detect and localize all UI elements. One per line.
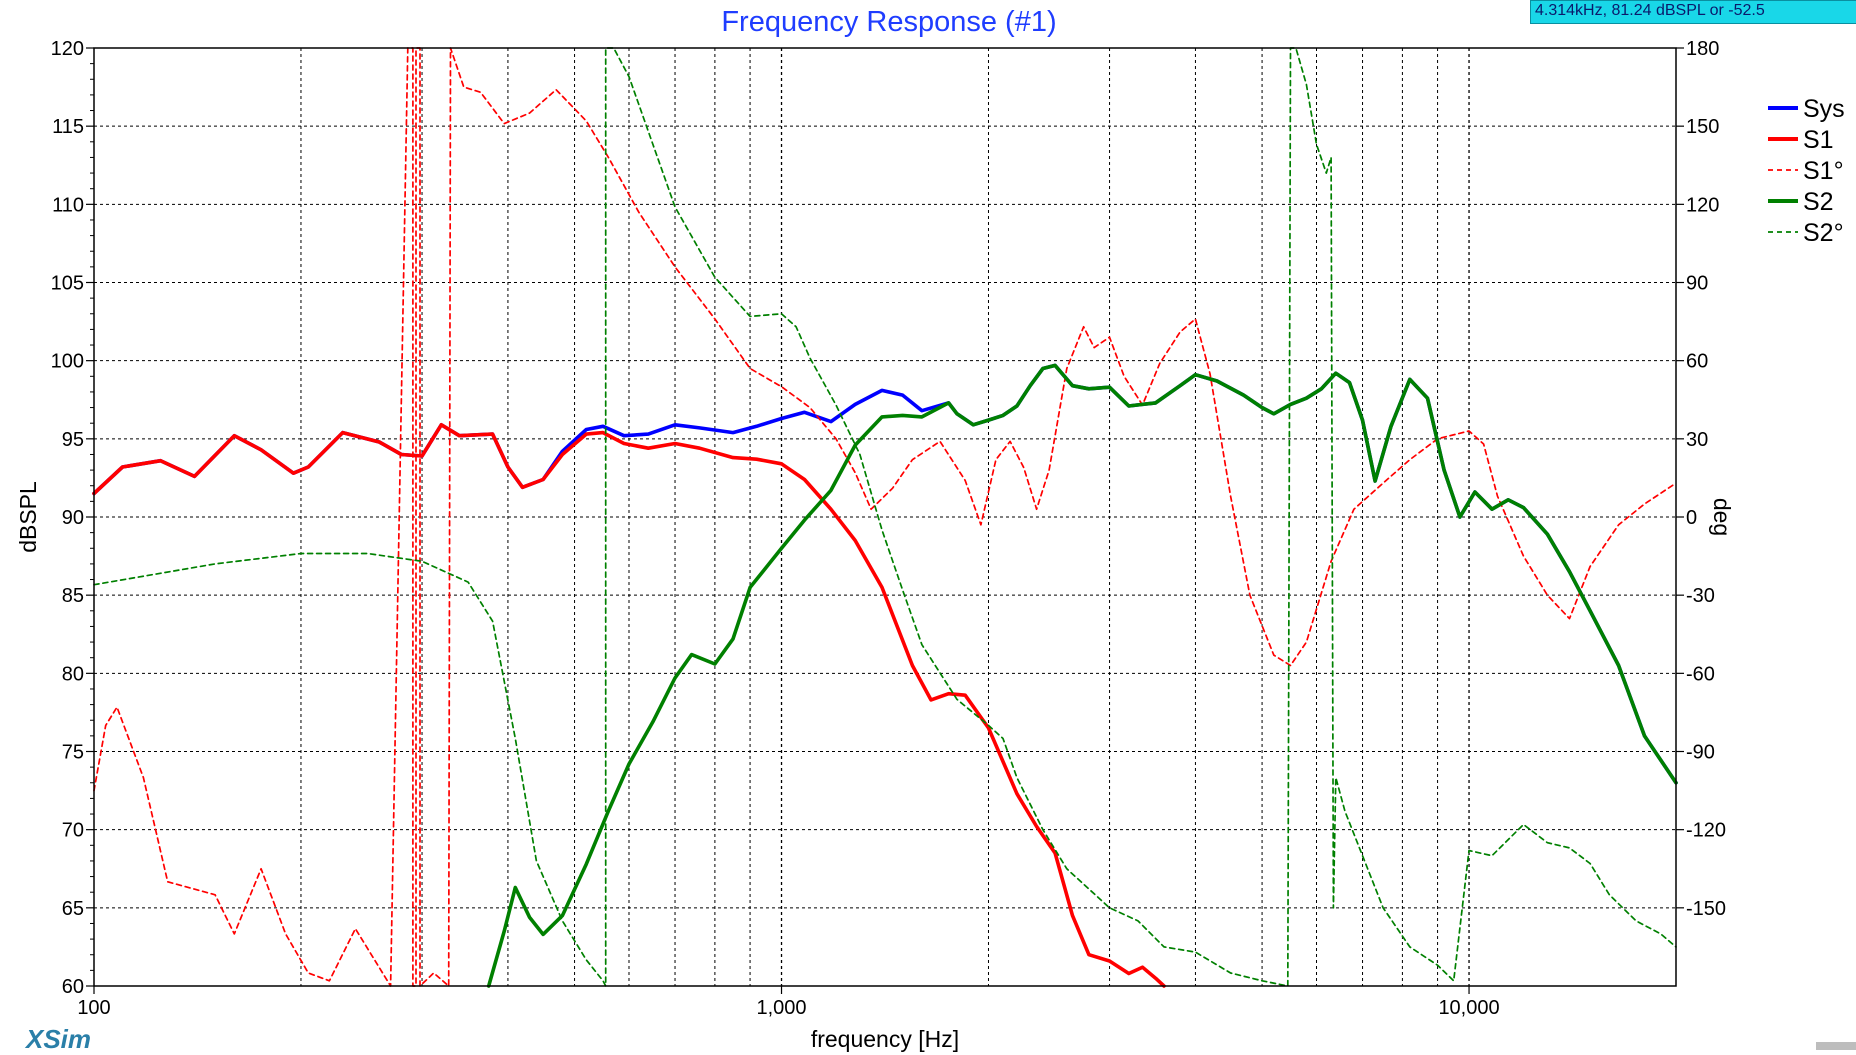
y2-tick-label: -120 — [1686, 820, 1726, 842]
grid-lines — [94, 48, 1676, 986]
x-tick-label: 10,000 — [1438, 997, 1499, 1019]
y2-axis-label: deg — [1709, 498, 1735, 536]
y-tick-label: 90 — [62, 507, 84, 529]
y-tick-label: 65 — [62, 898, 84, 920]
y2-tick-label: 0 — [1686, 507, 1697, 529]
y2-tick-label: 150 — [1686, 116, 1719, 138]
x-tick-label: 1,000 — [756, 997, 806, 1019]
cursor-readout: 4.314kHz, 81.24 dBSPL or -52.5 — [1530, 0, 1856, 24]
x-axis-label: frequency [Hz] — [811, 1026, 959, 1052]
legend-label: S2 — [1803, 188, 1834, 216]
legend: Sys S1 S1° S2 S2° — [1768, 95, 1845, 247]
y-tick-label: 105 — [51, 273, 84, 295]
chart-title: Frequency Response (#1) — [721, 6, 1056, 38]
y-tick-label: 70 — [62, 820, 84, 842]
y2-tick-label: 120 — [1686, 194, 1719, 216]
y2-tick-label: -30 — [1686, 585, 1715, 607]
legend-label: Sys — [1803, 95, 1845, 123]
y-tick-label: 120 — [51, 38, 84, 60]
y2-tick-label: -90 — [1686, 742, 1715, 764]
y-tick-label: 80 — [62, 663, 84, 685]
y-tick-label: 85 — [62, 585, 84, 607]
y2-tick-label: -60 — [1686, 663, 1715, 685]
legend-label: S1 — [1803, 126, 1834, 154]
y-tick-label: 60 — [62, 976, 84, 998]
series-line-s1 — [92, 423, 1166, 988]
series-line-s2 — [486, 363, 1678, 988]
y-tick-label: 95 — [62, 429, 84, 451]
x-tick-label: 100 — [77, 997, 110, 1019]
scrollbar-thumb[interactable] — [1816, 1042, 1856, 1050]
brand-logo: XSim — [26, 1024, 92, 1054]
y-tick-label: 100 — [51, 351, 84, 373]
y2-tick-label: -150 — [1686, 898, 1726, 920]
legend-label: S1° — [1803, 157, 1844, 185]
y2-tick-label: 180 — [1686, 38, 1719, 60]
y2-tick-label: 60 — [1686, 351, 1708, 373]
y-tick-label: 75 — [62, 742, 84, 764]
y-axis-label: dBSPL — [15, 481, 41, 553]
axis-ticks: 60 65 70 75 80 85 90 95 100 105 110 115 120 -150 -120 -… — [51, 38, 1726, 1019]
series-line-sys — [92, 363, 1678, 785]
y2-tick-label: 90 — [1686, 273, 1708, 295]
legend-label: S2° — [1803, 219, 1844, 247]
series-line-s2-phase — [93, 47, 1677, 987]
y2-tick-label: 30 — [1686, 429, 1708, 451]
y-tick-label: 110 — [52, 194, 84, 216]
y-tick-label: 115 — [52, 116, 84, 138]
